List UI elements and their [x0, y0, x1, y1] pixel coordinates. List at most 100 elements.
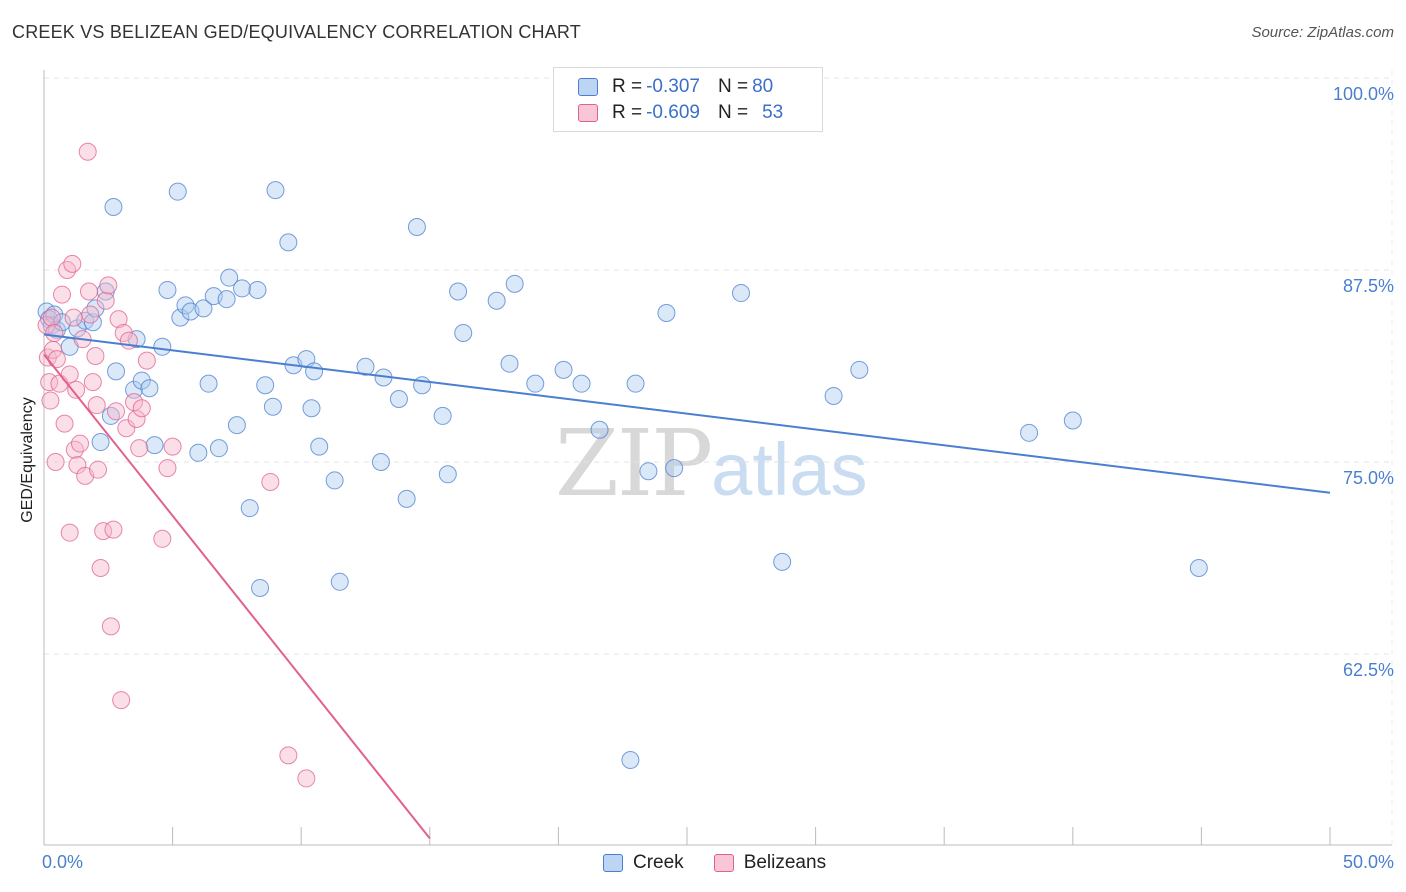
belizeans-point [45, 323, 64, 342]
creek-point [266, 181, 285, 200]
creek-point [140, 379, 159, 398]
creek-point [487, 291, 506, 310]
belizeans-trend-line [43, 353, 431, 839]
belizeans-point [101, 617, 120, 636]
belizeans-point [127, 409, 146, 428]
x-tick-label-max: 50.0% [1342, 852, 1394, 872]
belizeans-point [41, 391, 60, 410]
creek-point [572, 374, 591, 393]
belizeans-point [55, 414, 74, 433]
creek-point [263, 397, 282, 416]
creek-point [199, 374, 218, 393]
belizeans-point [64, 308, 83, 327]
creek-swatch [578, 78, 598, 96]
creek-point [251, 578, 270, 597]
legend-n-label: N = [717, 76, 749, 97]
creek-point [657, 304, 676, 323]
belizeans-point [71, 434, 90, 453]
belizeans-point [46, 453, 65, 471]
creek-point [217, 290, 236, 309]
belizeans-point [104, 520, 123, 539]
belizeans-point [86, 347, 105, 366]
y-tick-label-62-5: 62.5% [1342, 660, 1394, 680]
belizeans-point [112, 691, 131, 710]
belizeans-point [117, 419, 136, 438]
creek-point [125, 380, 144, 399]
legend-r-value: -0.307 [646, 76, 700, 97]
legend-label-belizeans: Belizeans [743, 852, 827, 873]
belizeans-point [109, 310, 128, 329]
belizeans-point [91, 558, 110, 577]
belizeans-point [132, 399, 151, 418]
belizeans-point [83, 373, 102, 392]
legend-r-value: -0.609 [646, 102, 700, 123]
creek-point [227, 416, 246, 435]
creek-point [1063, 411, 1082, 430]
creek-point [91, 433, 110, 452]
creek-point [454, 323, 473, 342]
creek-point [302, 399, 321, 418]
creek-point [104, 198, 123, 217]
belizeans-point [158, 459, 177, 478]
creek-point [389, 390, 408, 409]
creek-point [132, 371, 151, 390]
creek-point [305, 362, 324, 381]
creek-point [145, 436, 164, 455]
x-tick-label-min: 0.0% [42, 852, 84, 872]
legend-r-label: R = [612, 76, 643, 97]
creek-point [505, 274, 524, 293]
watermark: ZIPatlas [555, 410, 867, 517]
belizeans-point [87, 396, 106, 415]
y-axis-title: GED/Equivalency [19, 397, 36, 523]
belizeans-point [279, 746, 298, 765]
creek-swatch [603, 854, 623, 872]
creek-point [526, 374, 545, 393]
belizeans-point [42, 308, 61, 327]
source-label: Source: ZipAtlas.com [1251, 24, 1394, 41]
creek-point [256, 376, 275, 395]
creek-point [621, 750, 640, 769]
creek-point [590, 420, 609, 439]
creek-point [220, 268, 239, 287]
creek-point [194, 299, 213, 318]
belizeans-point [60, 523, 79, 542]
correlation-legend: R = -0.307 N = 80 R = -0.609 N = 53 [553, 67, 823, 132]
y-tick-label-75: 75.0% [1342, 468, 1394, 488]
belizeans-point [53, 285, 72, 304]
creek-point [850, 360, 869, 379]
creek-point [639, 462, 658, 481]
belizeans-point [80, 282, 99, 301]
belizeans-point [107, 402, 126, 421]
y-tick-label-87-5: 87.5% [1342, 276, 1394, 296]
creek-point [438, 465, 457, 484]
creek-point [153, 337, 172, 356]
legend-row-creek: R = -0.307 N = 80 [578, 75, 773, 99]
creek-point [248, 280, 267, 299]
legend-row-belizean: R = -0.609 N = 53 [578, 101, 783, 125]
belizeans-point [297, 769, 316, 788]
legend-r-label: R = [612, 102, 643, 123]
chart-title: CREEK VS BELIZEAN GED/EQUIVALENCY CORREL… [12, 22, 581, 42]
legend-n-label: N = [717, 102, 749, 123]
series-legend: Creek Belizeans [603, 852, 856, 874]
creek-point [356, 357, 375, 376]
creek-point [449, 282, 468, 301]
legend-n-value: 80 [752, 76, 774, 97]
belizeans-point [137, 351, 156, 370]
belizeans-point [99, 276, 118, 295]
creek-point [330, 572, 349, 591]
creek-point [310, 437, 329, 456]
creek-point [665, 459, 684, 478]
belizeans-point [261, 472, 280, 491]
belizeans-point [67, 380, 86, 399]
y-tick-label-100: 100.0% [1332, 84, 1394, 104]
creek-point [500, 354, 519, 373]
watermark-zip: ZIP [555, 410, 713, 517]
belizeans-point [96, 291, 115, 310]
creek-point [107, 362, 126, 381]
belizean-swatch [578, 104, 598, 122]
belizeans-point [153, 529, 172, 548]
creek-point [433, 406, 452, 425]
creek-point [168, 182, 187, 201]
creek-point [240, 499, 259, 518]
